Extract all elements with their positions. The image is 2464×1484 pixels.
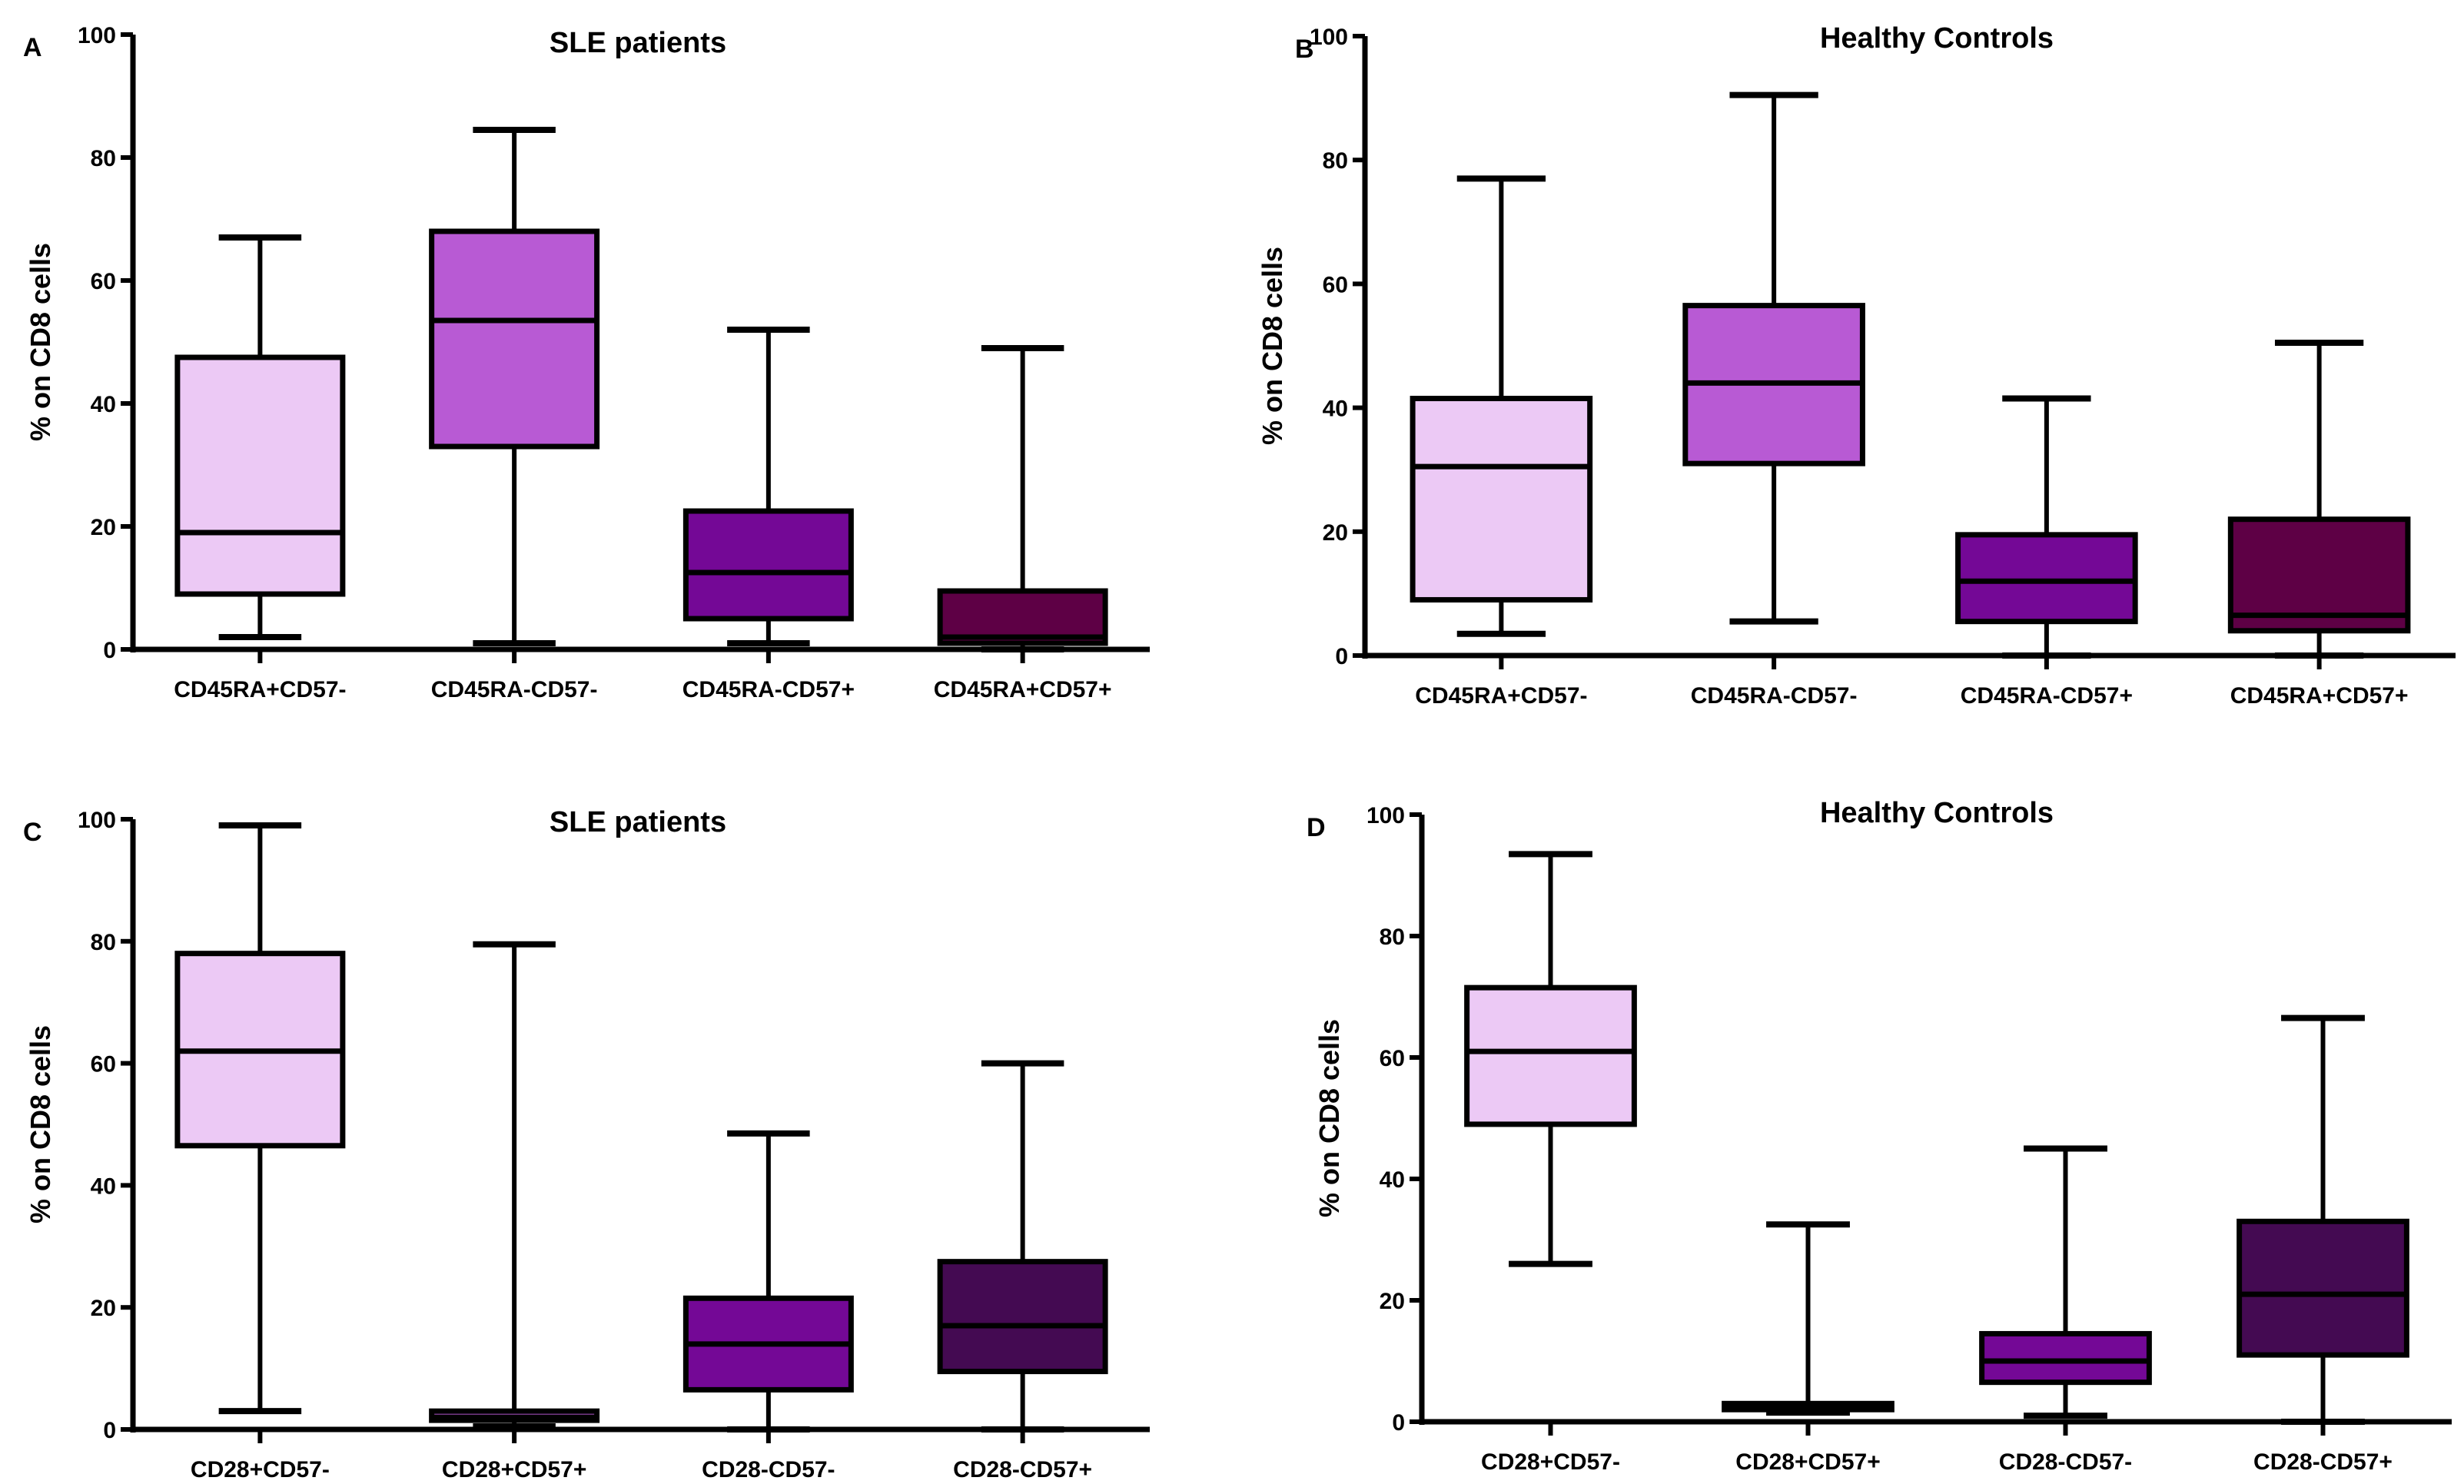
box-3: CD45RA-CD57+ (1955, 395, 2138, 709)
x-tick-label: CD45RA-CD57- (431, 677, 598, 702)
box-iqr (1955, 532, 2138, 625)
y-tick-label: 20 (91, 1296, 116, 1321)
y-tick-label: 0 (103, 1418, 116, 1443)
box-4: CD28-CD57+ (2237, 1014, 2409, 1475)
x-tick-label: CD28-CD57+ (953, 1457, 1092, 1482)
box-2: CD45RA-CD57- (429, 127, 600, 702)
y-tick-label: 60 (1380, 1046, 1405, 1071)
box-iqr (1410, 396, 1593, 603)
box-iqr (682, 508, 854, 622)
y-tick-label: 80 (1323, 148, 1348, 174)
y-tick-label: 40 (1380, 1167, 1405, 1193)
panel-label: B (1295, 35, 1314, 64)
y-tick-label: 40 (1323, 397, 1348, 422)
panel-a: A SLE patients % on CD8 cells 0 20 40 60 80 100 C… (23, 23, 1150, 702)
y-tick-label: 60 (1323, 272, 1348, 297)
panel-d: D Healthy Controls % on CD8 cells 0 20 40 60 80… (1307, 797, 2452, 1475)
x-tick-label: CD28+CD57+ (442, 1457, 586, 1482)
y-tick-label: 40 (91, 1174, 116, 1199)
x-tick-label: CD45RA+CD57- (1415, 683, 1587, 709)
box-3: CD28-CD57- (682, 1130, 854, 1482)
box-3: CD45RA-CD57+ (682, 327, 855, 702)
box-4: CD28-CD57+ (937, 1060, 1108, 1482)
x-tick-label: CD45RA+CD57- (174, 677, 346, 702)
panel-c: C SLE patients % on CD8 cells 0 20 40 60 80 100 C… (23, 806, 1150, 1482)
chart-title: Healthy Controls (1820, 797, 2054, 829)
y-tick-label: 60 (91, 1052, 116, 1077)
box-4: CD45RA+CD57+ (934, 345, 1112, 702)
box-iqr (174, 354, 346, 597)
y-axis-label: % on CD8 cells (25, 1025, 56, 1223)
x-tick-label: CD45RA-CD57- (1691, 683, 1858, 709)
x-tick-label: CD45RA+CD57+ (2230, 683, 2409, 709)
box-iqr (1979, 1330, 2152, 1386)
box-1: CD28+CD57- (174, 822, 346, 1482)
box-2: CD45RA-CD57- (1682, 91, 1865, 709)
box-2: CD28+CD57+ (429, 941, 600, 1482)
panel-label: D (1307, 813, 1326, 842)
chart-title: SLE patients (550, 806, 726, 838)
panel-label: C (23, 818, 42, 847)
box-2: CD28+CD57+ (1722, 1221, 1894, 1475)
y-tick-label: 40 (91, 392, 116, 417)
y-tick-label: 0 (103, 638, 116, 663)
y-tick-label: 0 (1335, 644, 1348, 669)
y-axis-label: % on CD8 cells (1313, 1019, 1345, 1217)
y-tick-label: 60 (91, 269, 116, 294)
box-1: CD45RA+CD57- (174, 234, 347, 702)
box-iqr (429, 228, 600, 450)
box-iqr (2227, 516, 2411, 634)
panel-b: B Healthy Controls % on CD8 cells 0 20 40 60 80… (1257, 22, 2456, 709)
y-axis-label: % on CD8 cells (25, 243, 56, 441)
x-tick-label: CD28-CD57- (702, 1457, 835, 1482)
box-iqr (2237, 1218, 2409, 1358)
box-iqr (1464, 984, 1637, 1127)
y-tick-label: 100 (78, 808, 116, 833)
chart-title: SLE patients (550, 27, 726, 59)
y-tick-label: 0 (1392, 1410, 1405, 1436)
y-tick-label: 100 (1310, 25, 1348, 50)
x-tick-label: CD45RA+CD57+ (934, 677, 1112, 702)
y-tick-label: 80 (91, 930, 116, 955)
x-tick-label: CD45RA-CD57+ (682, 677, 855, 702)
x-tick-label: CD28-CD57- (1999, 1449, 2132, 1475)
y-tick-label: 20 (1380, 1289, 1405, 1314)
y-tick-label: 80 (1380, 925, 1405, 950)
box-1: CD28+CD57- (1464, 851, 1637, 1475)
box-iqr (937, 1259, 1108, 1375)
y-tick-label: 100 (1366, 803, 1405, 828)
x-tick-label: CD28+CD57- (191, 1457, 330, 1482)
x-tick-label: CD45RA-CD57+ (1961, 683, 2133, 709)
box-4: CD45RA+CD57+ (2227, 339, 2411, 709)
x-tick-label: CD28+CD57- (1481, 1449, 1620, 1475)
x-tick-label: CD28-CD57+ (2253, 1449, 2393, 1475)
y-tick-label: 100 (78, 23, 116, 48)
y-tick-label: 20 (91, 515, 116, 540)
box-3: CD28-CD57- (1979, 1145, 2152, 1475)
chart-title: Healthy Controls (1820, 22, 2054, 55)
panel-label: A (23, 33, 42, 62)
y-axis-label: % on CD8 cells (1257, 247, 1288, 445)
y-tick-label: 80 (91, 146, 116, 171)
y-tick-label: 20 (1323, 520, 1348, 546)
box-1: CD45RA+CD57- (1410, 175, 1593, 709)
x-tick-label: CD28+CD57+ (1735, 1449, 1880, 1475)
